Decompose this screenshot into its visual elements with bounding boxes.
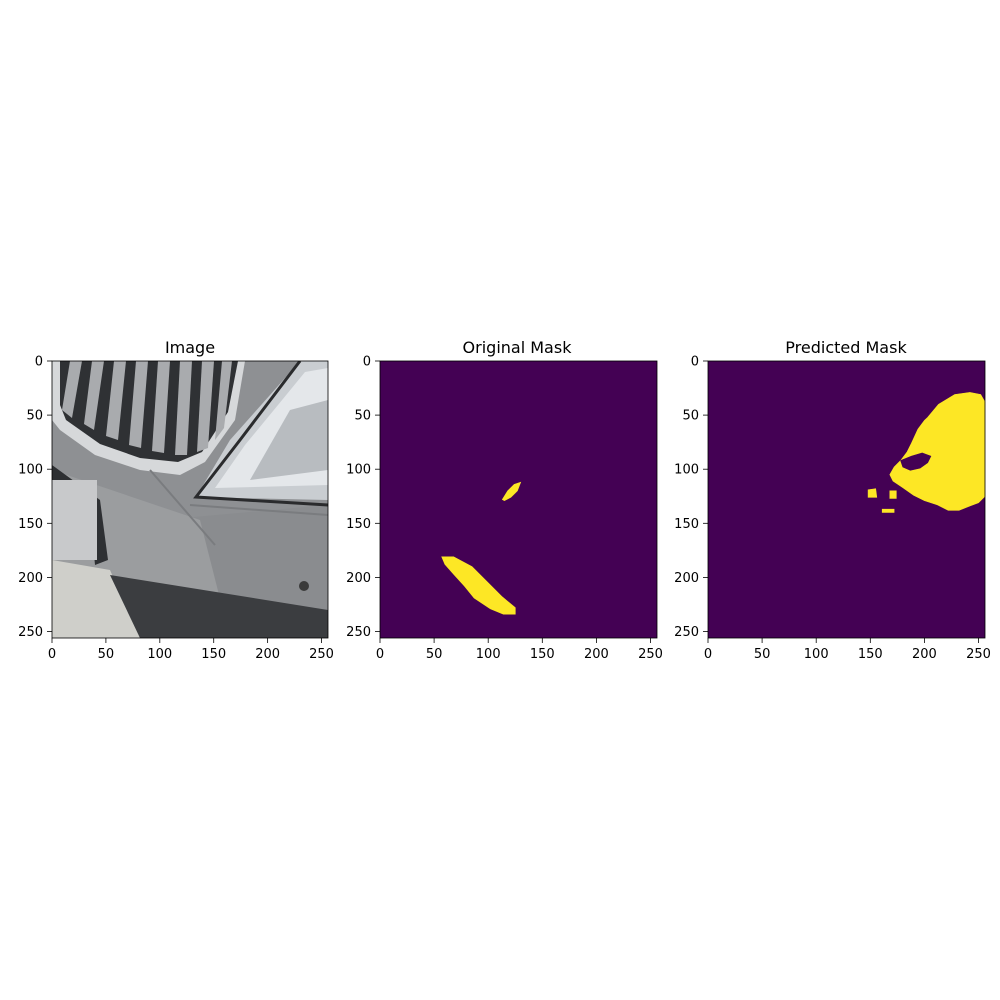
x-tick-label: 250 (966, 647, 991, 662)
x-tick-label: 200 (255, 647, 280, 662)
x-tick-label: 250 (309, 647, 334, 662)
y-tick-label: 250 (18, 625, 43, 640)
y-tick-label: 100 (346, 463, 371, 478)
x-tick-label: 0 (704, 647, 712, 662)
subplot-original-mask: Original Mask 0 50 100 150 200 250 0 50 100 150 2… (346, 338, 663, 662)
subplot-title-image: Image (165, 338, 215, 357)
x-tick-label: 50 (98, 647, 115, 662)
x-tick-label: 200 (584, 647, 609, 662)
subplot-title-predicted-mask: Predicted Mask (785, 338, 907, 357)
x-tick-label: 50 (426, 647, 443, 662)
x-tick-label: 100 (476, 647, 501, 662)
y-tick-label: 250 (346, 625, 371, 640)
y-tick-label: 200 (674, 571, 699, 586)
y-tick-label: 100 (18, 463, 43, 478)
mask-region-3 (881, 508, 895, 513)
y-tick-label: 200 (18, 571, 43, 586)
y-tick-label: 0 (35, 355, 43, 370)
mask-background (380, 361, 657, 638)
x-tick-label: 150 (858, 647, 883, 662)
x-tick-label: 150 (530, 647, 555, 662)
mask-region-0 (501, 481, 522, 501)
y-tick-label: 50 (26, 409, 43, 424)
y-tick-label: 100 (674, 463, 699, 478)
x-tick-label: 0 (376, 647, 384, 662)
mask-region-2 (867, 488, 878, 498)
subplot-predicted-mask: Predicted Mask 0 50 100 150 200 250 0 50 100 150… (674, 338, 991, 662)
x-tick-label: 150 (201, 647, 226, 662)
y-tick-label: 0 (363, 355, 371, 370)
y-tick-label: 50 (354, 409, 371, 424)
x-tick-label: 0 (48, 647, 56, 662)
y-tick-label: 200 (346, 571, 371, 586)
mask-region-4 (889, 490, 897, 499)
x-tick-label: 100 (804, 647, 829, 662)
y-tick-label: 150 (18, 517, 43, 532)
y-tick-label: 150 (346, 517, 371, 532)
x-tick-label: 100 (147, 647, 172, 662)
car-photo (52, 361, 328, 638)
mask-region-1 (900, 452, 932, 471)
mask-region-1 (441, 556, 516, 615)
y-tick-label: 50 (682, 409, 699, 424)
y-tick-label: 150 (674, 517, 699, 532)
subplot-image: Image (18, 338, 334, 662)
x-tick-label: 250 (638, 647, 663, 662)
y-tick-label: 250 (674, 625, 699, 640)
y-tick-label: 0 (691, 355, 699, 370)
mask-region-0 (889, 392, 986, 511)
x-tick-label: 50 (754, 647, 771, 662)
x-tick-label: 200 (912, 647, 937, 662)
subplot-title-original-mask: Original Mask (463, 338, 573, 357)
